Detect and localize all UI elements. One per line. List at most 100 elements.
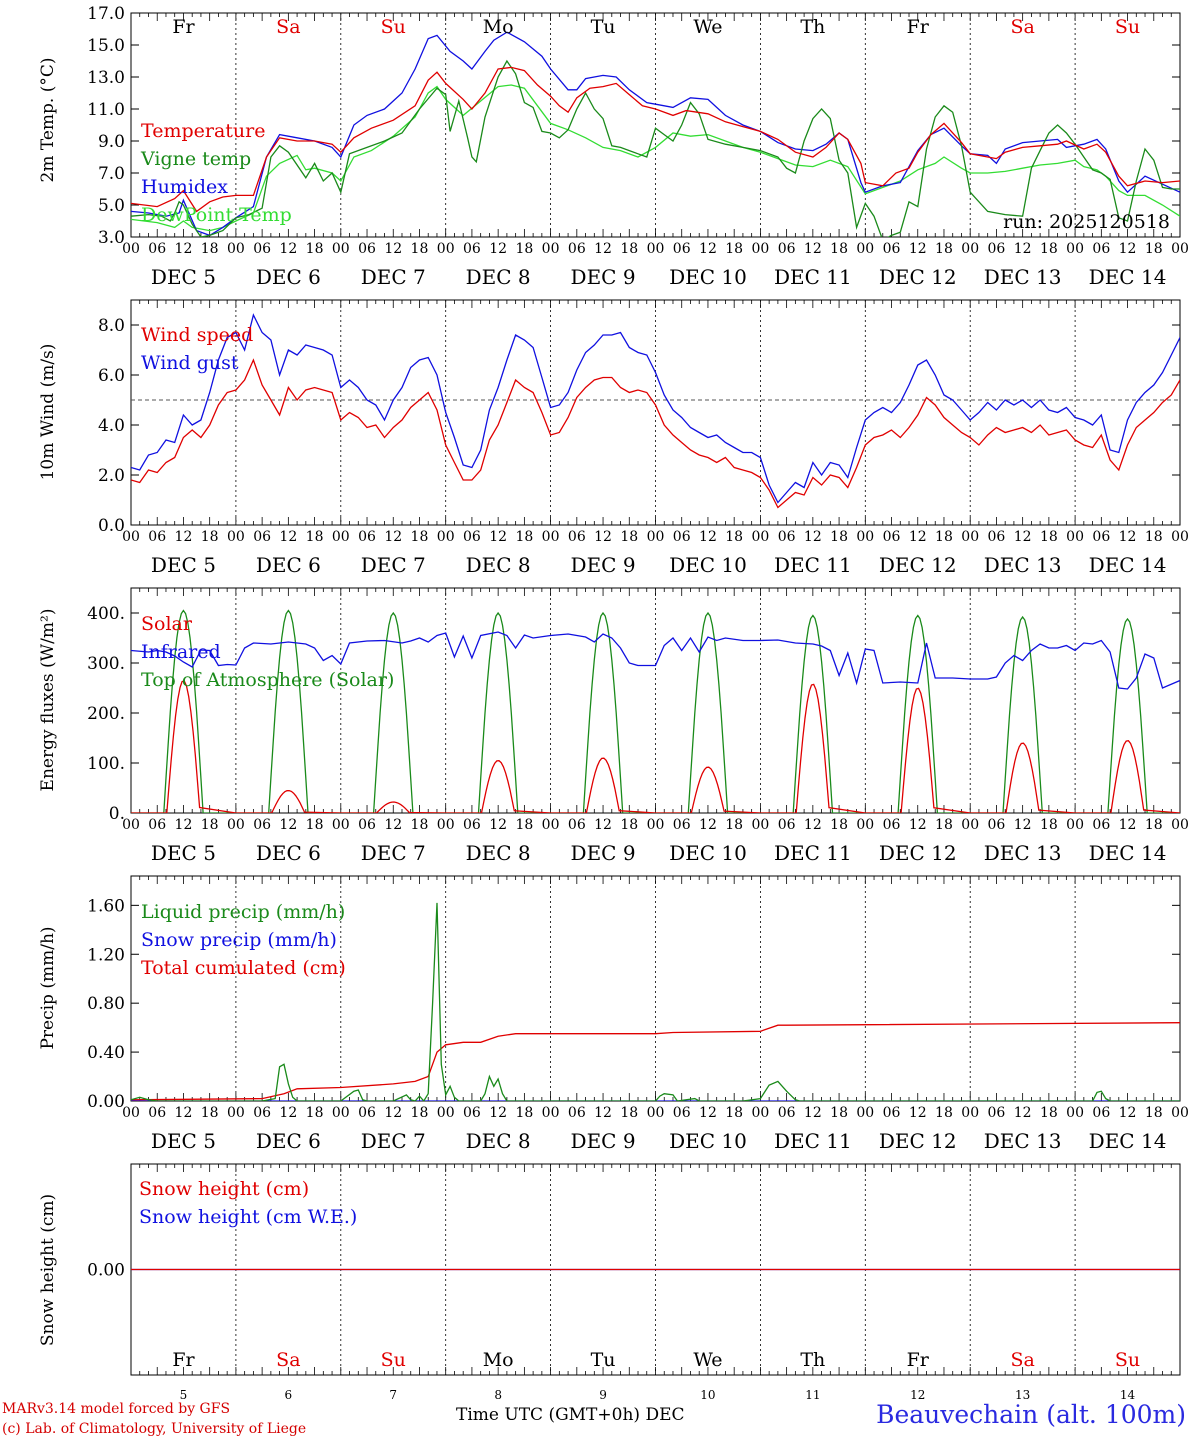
hour-tick-label: 06 bbox=[673, 1105, 691, 1121]
y-tick-label: 100. bbox=[87, 754, 125, 774]
hour-tick-label: 06 bbox=[778, 817, 796, 833]
hour-tick-label: 12 bbox=[489, 817, 507, 833]
legend-entry: Top of Atmosphere (Solar) bbox=[141, 669, 394, 691]
hour-tick-label: 00 bbox=[751, 817, 769, 833]
date-label: DEC 5 bbox=[151, 553, 216, 577]
hour-tick-label: 00 bbox=[1171, 529, 1189, 545]
hour-tick-label: 06 bbox=[1092, 1105, 1110, 1121]
hour-tick-label: 12 bbox=[384, 529, 402, 545]
hour-tick-label: 18 bbox=[620, 241, 638, 257]
hour-tick-label: 18 bbox=[201, 1105, 219, 1121]
day-number: 13 bbox=[1015, 1388, 1030, 1402]
date-label: DEC 13 bbox=[984, 553, 1062, 577]
model-credit: MARv3.14 model forced by GFS bbox=[2, 1401, 231, 1417]
day-name: Sa bbox=[276, 16, 300, 38]
x-axis-month: DEC bbox=[645, 1405, 685, 1425]
hour-tick-label: 18 bbox=[306, 1105, 324, 1121]
hour-tick-label: 12 bbox=[175, 1105, 193, 1121]
hour-tick-label: 18 bbox=[935, 1105, 953, 1121]
hour-tick-label: 06 bbox=[778, 241, 796, 257]
hour-tick-label: 18 bbox=[515, 817, 533, 833]
hour-tick-label: 12 bbox=[489, 241, 507, 257]
hour-tick-label: 18 bbox=[830, 817, 848, 833]
panel-1: 3.0 5.0 7.0 9.0 11.0 13.0 15.0 17.0 2m Temp. (°C… bbox=[38, 4, 1189, 289]
hour-tick-label: 00 bbox=[856, 241, 874, 257]
hour-tick-label: 06 bbox=[568, 241, 586, 257]
hour-tick-label: 06 bbox=[568, 529, 586, 545]
x-axis-label-text: Time UTC (GMT+0h) bbox=[456, 1405, 641, 1425]
hour-tick-label: 00 bbox=[437, 1105, 455, 1121]
hour-tick-label: 00 bbox=[542, 529, 560, 545]
y-tick-label: 11.0 bbox=[87, 100, 125, 120]
hour-tick-label: 12 bbox=[594, 529, 612, 545]
hour-tick-label: 06 bbox=[358, 817, 376, 833]
date-label: DEC 11 bbox=[774, 841, 852, 865]
date-label: DEC 8 bbox=[466, 553, 531, 577]
day-name: Tu bbox=[591, 1349, 616, 1371]
hour-tick-label: 00 bbox=[1066, 529, 1084, 545]
hour-tick-label: 18 bbox=[620, 1105, 638, 1121]
hour-tick-label: 18 bbox=[725, 529, 743, 545]
y-tick-label: 3.0 bbox=[98, 228, 125, 248]
day-number: 11 bbox=[805, 1388, 820, 1402]
hour-tick-label: 00 bbox=[122, 529, 140, 545]
hour-tick-label: 06 bbox=[253, 1105, 271, 1121]
date-label: DEC 14 bbox=[1089, 553, 1167, 577]
hour-tick-label: 18 bbox=[620, 817, 638, 833]
hour-tick-label: 06 bbox=[673, 529, 691, 545]
hour-tick-label: 06 bbox=[253, 817, 271, 833]
legend-entry: Snow height (cm W.E.) bbox=[139, 1206, 357, 1228]
y-tick-label: 1.60 bbox=[87, 896, 125, 916]
hour-tick-label: 18 bbox=[306, 241, 324, 257]
hour-tick-label: 18 bbox=[935, 241, 953, 257]
date-label: DEC 14 bbox=[1089, 265, 1167, 289]
series-line-infrared bbox=[131, 631, 1180, 690]
hour-tick-label: 18 bbox=[411, 529, 429, 545]
hour-tick-label: 12 bbox=[279, 1105, 297, 1121]
y-tick-label: 7.0 bbox=[98, 164, 125, 184]
hour-tick-label: 00 bbox=[751, 241, 769, 257]
date-label: DEC 8 bbox=[466, 1129, 531, 1153]
hour-tick-label: 12 bbox=[175, 529, 193, 545]
hour-tick-label: 18 bbox=[515, 241, 533, 257]
day-name: Fr bbox=[172, 16, 195, 38]
hour-tick-label: 06 bbox=[883, 1105, 901, 1121]
run-label: run: 2025120518 bbox=[1003, 211, 1170, 233]
date-label: DEC 12 bbox=[879, 265, 957, 289]
hour-tick-label: 12 bbox=[279, 529, 297, 545]
series-line-top-of-atmosphere-solar- bbox=[131, 609, 1180, 813]
day-name: Sa bbox=[276, 1349, 300, 1371]
hour-tick-label: 12 bbox=[175, 817, 193, 833]
hour-tick-label: 00 bbox=[961, 241, 979, 257]
hour-tick-label: 06 bbox=[778, 529, 796, 545]
hour-tick-label: 18 bbox=[1040, 817, 1058, 833]
date-label: DEC 11 bbox=[774, 553, 852, 577]
legend-entry: Total cumulated (cm) bbox=[141, 957, 346, 979]
day-name: Sa bbox=[1010, 1349, 1034, 1371]
hour-tick-label: 18 bbox=[1145, 817, 1163, 833]
y-axis-label: Snow height (cm) bbox=[38, 1194, 58, 1346]
series-line-total-cumulated-cm- bbox=[131, 1022, 1180, 1101]
y-axis-label: Energy fluxes (W/m²) bbox=[38, 609, 58, 792]
hour-tick-label: 06 bbox=[883, 817, 901, 833]
hour-tick-label: 00 bbox=[227, 529, 245, 545]
hour-tick-label: 06 bbox=[463, 1105, 481, 1121]
y-tick-label: 9.0 bbox=[98, 132, 125, 152]
hour-tick-label: 18 bbox=[935, 817, 953, 833]
hour-tick-label: 00 bbox=[332, 1105, 350, 1121]
hour-tick-label: 18 bbox=[830, 529, 848, 545]
hour-tick-label: 18 bbox=[935, 529, 953, 545]
hour-tick-label: 18 bbox=[1040, 241, 1058, 257]
hour-tick-label: 06 bbox=[358, 1105, 376, 1121]
hour-tick-label: 12 bbox=[909, 1105, 927, 1121]
date-label: DEC 6 bbox=[256, 553, 321, 577]
series-line-vigne-temp bbox=[131, 59, 1180, 237]
hour-tick-label: 18 bbox=[830, 1105, 848, 1121]
hour-tick-label: 12 bbox=[1119, 529, 1137, 545]
y-tick-label: 0.00 bbox=[87, 1261, 125, 1281]
x-axis-label: Time UTC (GMT+0h) DEC bbox=[456, 1405, 685, 1425]
date-label: DEC 7 bbox=[361, 841, 426, 865]
hour-tick-label: 06 bbox=[988, 817, 1006, 833]
hour-tick-label: 06 bbox=[673, 817, 691, 833]
hour-tick-label: 18 bbox=[201, 529, 219, 545]
